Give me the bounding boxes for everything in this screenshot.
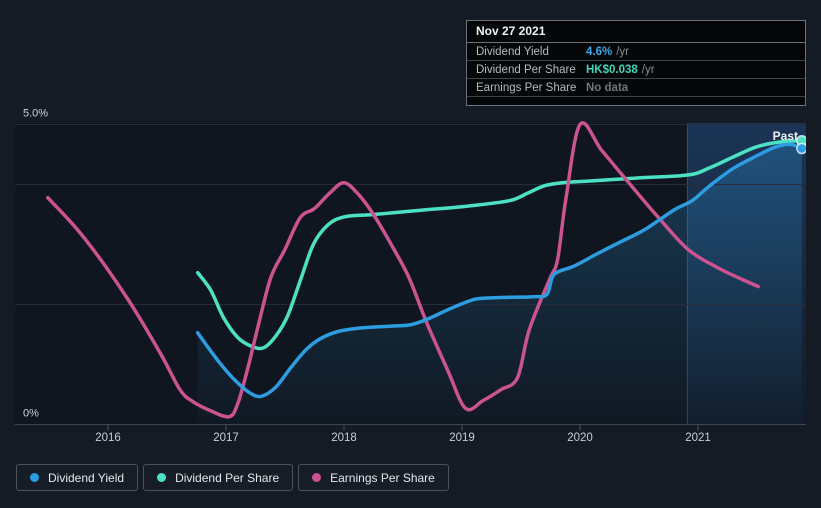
tooltip-row-suffix: /yr: [641, 63, 655, 76]
legend-dot-icon: [30, 473, 39, 482]
x-axis-year-label: 2016: [95, 432, 121, 444]
legend-dot-icon: [312, 473, 322, 482]
tooltip-row-value: No data: [586, 81, 629, 94]
legend-dot-icon: [157, 473, 167, 482]
past-label: Past: [773, 129, 798, 143]
x-axis-year-label: 2019: [449, 432, 475, 444]
x-axis-year-label: 2017: [213, 432, 239, 444]
chart-tooltip: Nov 27 2021 Dividend Yield 4.6%/yr Dividen…: [466, 20, 806, 106]
x-axis-year-label: 2020: [567, 432, 593, 444]
dividend-yield-line: [195, 142, 804, 399]
plot-area[interactable]: [15, 121, 807, 431]
x-axis-year-label: 2021: [685, 432, 711, 444]
tooltip-row-label: Dividend Yield: [476, 45, 549, 58]
legend-item-label: Dividend Yield: [48, 470, 125, 485]
dividend-yield-area-fill: [197, 144, 802, 425]
legend-item-dividend-yield[interactable]: Dividend Yield: [16, 464, 139, 491]
tooltip-row-value: 4.6%: [586, 45, 613, 58]
y-axis-label: 0%: [23, 408, 39, 420]
tooltip-row-suffix: /yr: [616, 45, 629, 58]
earnings-per-share-line: [46, 121, 760, 419]
x-axis-year-label: 2018: [331, 432, 357, 444]
tooltip-row: Earnings Per Share No data: [467, 79, 805, 97]
tooltip-row: Dividend Yield 4.6%/yr: [467, 43, 805, 61]
tooltip-rows: Dividend Yield 4.6%/yr Dividend Per Share H…: [467, 43, 805, 97]
dividend-yield-end-dot: [796, 142, 806, 155]
tooltip-row-value: HK$0.038: [586, 63, 638, 76]
legend-item-earnings-per-share[interactable]: Earnings Per Share: [298, 464, 449, 491]
dividend-per-share-line: [195, 138, 804, 351]
chart-legend: Dividend Yield Dividend Per Share Earnings…: [16, 464, 449, 491]
tooltip-row-label: Earnings Per Share: [476, 81, 577, 94]
y-axis-label: 5.0%: [23, 108, 48, 120]
tooltip-date: Nov 27 2021: [467, 21, 805, 43]
legend-item-label: Dividend Per Share: [175, 470, 280, 485]
tooltip-row-label: Dividend Per Share: [476, 63, 576, 76]
legend-item-label: Earnings Per Share: [330, 470, 435, 485]
legend-item-dividend-per-share[interactable]: Dividend Per Share: [143, 464, 294, 491]
tooltip-row: Dividend Per Share HK$0.038/yr: [467, 61, 805, 79]
